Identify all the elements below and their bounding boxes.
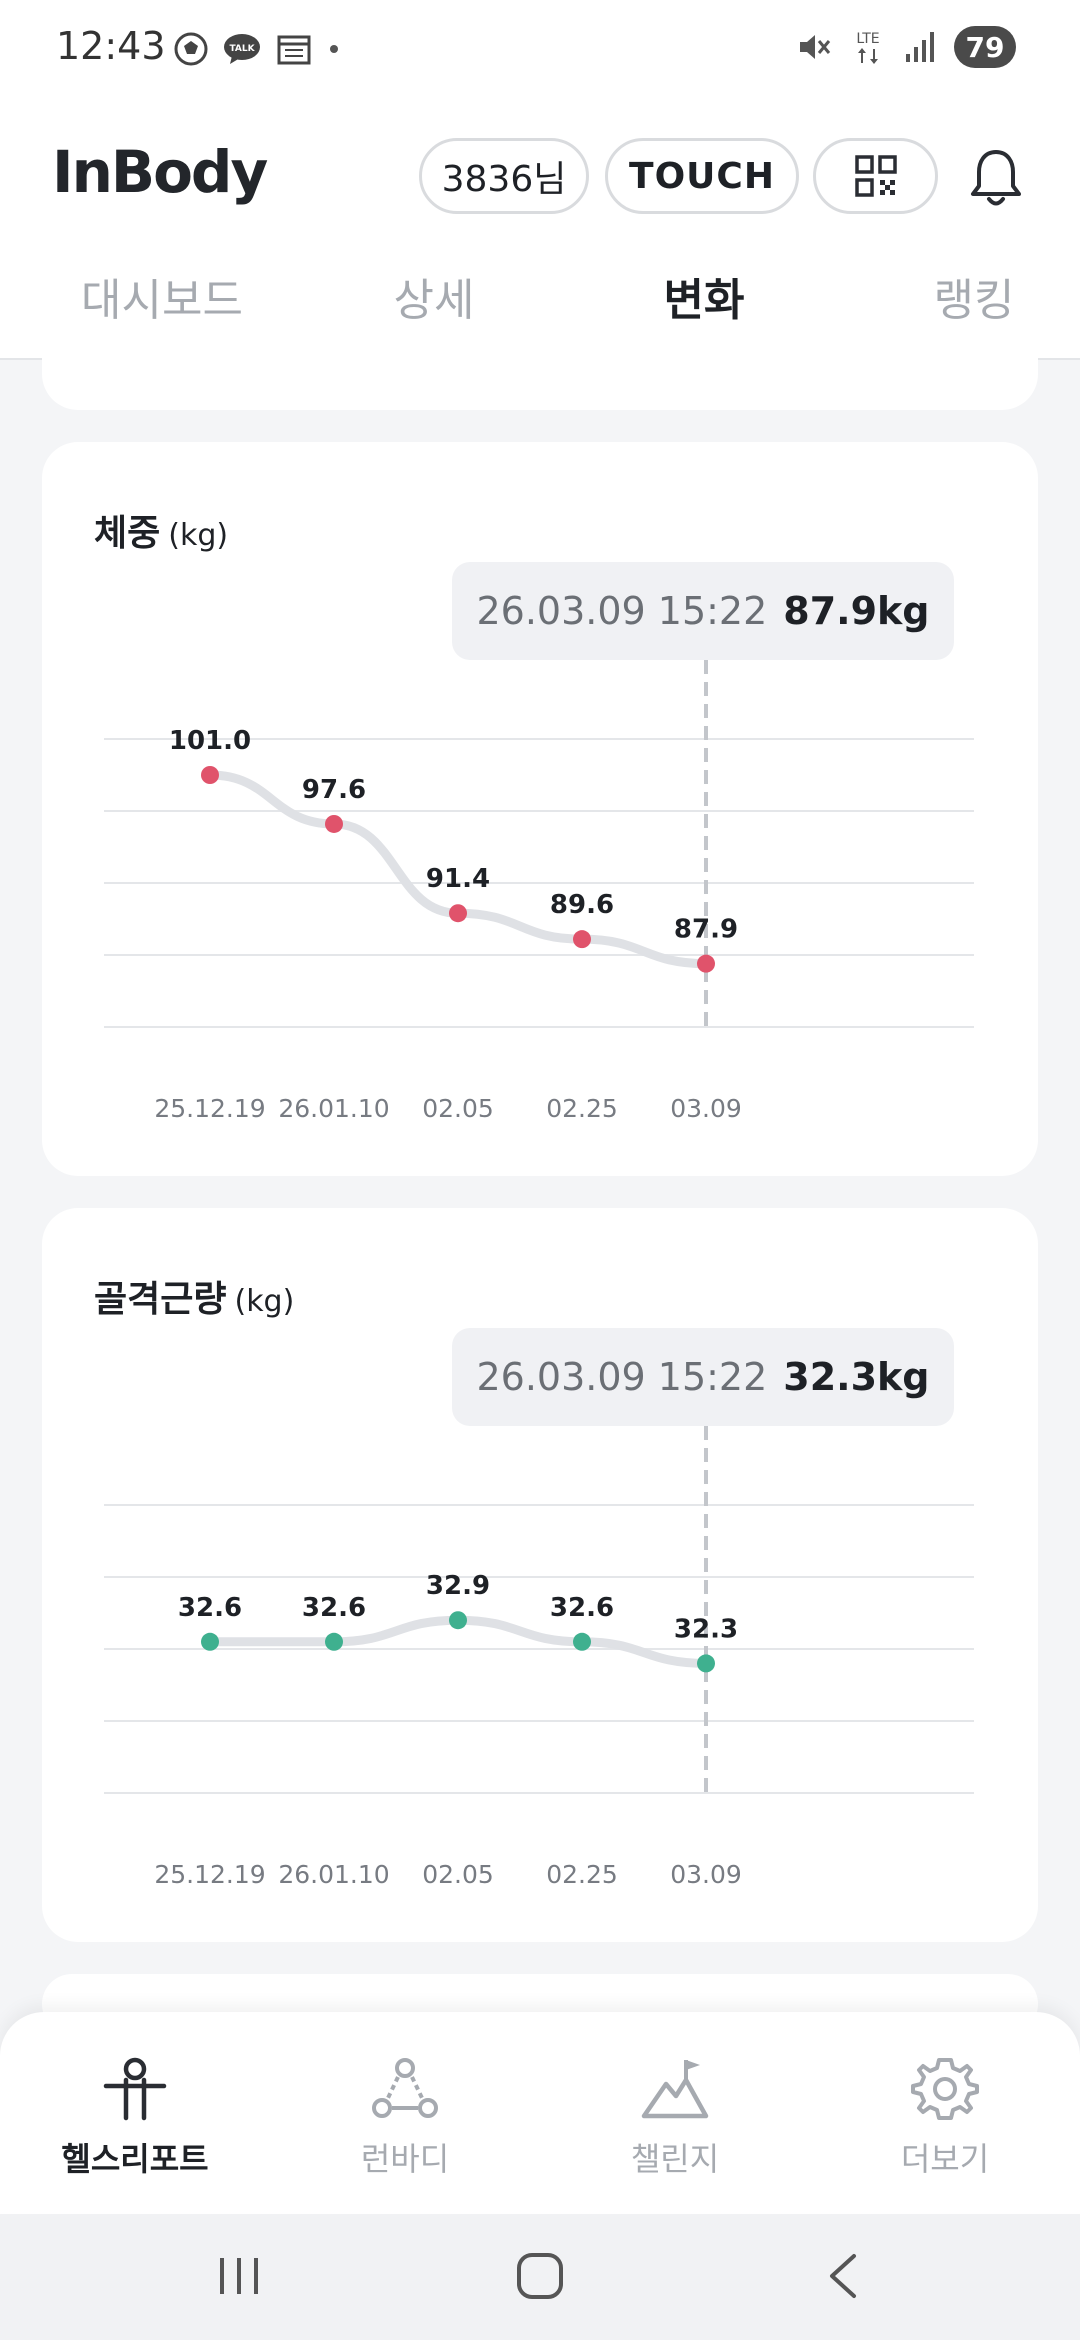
user-button[interactable]: 3836님 xyxy=(419,138,589,214)
tooltip-date: 26.03.09 15:22 xyxy=(476,589,768,633)
previous-card xyxy=(42,330,1038,410)
bell-icon[interactable] xyxy=(966,146,1026,210)
app-header: InBody 3836님 TOUCH xyxy=(0,100,1080,250)
tooltip-value: 87.9kg xyxy=(783,589,930,633)
lte-text: LTE xyxy=(856,31,879,47)
skeletal-muscle-chart[interactable]: 32.6 25.12.19 32.6 26.01.10 32.9 02.05 32.6 02.… xyxy=(42,1208,1038,1942)
data-point[interactable] xyxy=(201,1632,219,1651)
data-point[interactable] xyxy=(449,904,467,923)
chart-tooltip: 26.03.09 15:22 32.3kg xyxy=(452,1328,954,1426)
x-tick-label: 02.25 xyxy=(546,1094,618,1123)
tab-detail[interactable]: 상세 xyxy=(393,275,475,326)
card-title-text: 골격근량 xyxy=(94,1279,227,1320)
x-tick-label: 02.05 xyxy=(422,1860,494,1889)
inbody-logo: InBody xyxy=(52,138,268,206)
nav-runbody[interactable]: 런바디 xyxy=(295,2056,515,2180)
card-title-unit: (kg) xyxy=(168,518,229,553)
card-title: 골격근량 (kg) xyxy=(94,1270,294,1322)
tab-ranking[interactable]: 랭킹 xyxy=(933,275,1015,326)
x-tick-label: 03.09 xyxy=(670,1094,742,1123)
tab-change[interactable]: 변화 xyxy=(663,275,745,326)
x-tick-label: 03.09 xyxy=(670,1860,742,1889)
data-point[interactable] xyxy=(325,814,343,833)
weight-card[interactable]: 체중 (kg) 26.03.09 15:22 87.9kg 101.0 25.12.… xyxy=(42,442,1038,1176)
battery-indicator: 79 xyxy=(954,26,1016,68)
x-tick-label: 02.25 xyxy=(546,1860,618,1889)
nav-more[interactable]: 더보기 xyxy=(835,2056,1055,2180)
system-navigation-bar xyxy=(0,2214,1080,2340)
mountain-flag-icon xyxy=(641,2060,709,2119)
nav-challenge[interactable]: 챌린지 xyxy=(565,2056,785,2180)
card-title-text: 체중 xyxy=(94,513,161,554)
skeletal-muscle-card[interactable]: 골격근량 (kg) 26.03.09 15:22 32.3kg 32.6 25.12… xyxy=(42,1208,1038,1942)
status-system-icons: LTE 79 xyxy=(796,26,1016,68)
qr-code-icon xyxy=(854,155,897,197)
card-title-unit: (kg) xyxy=(234,1284,295,1319)
data-label: 87.9 xyxy=(674,915,738,945)
soccer-ball-icon xyxy=(174,32,208,66)
svg-text:TALK: TALK xyxy=(229,44,255,54)
x-tick-label: 26.01.10 xyxy=(278,1094,389,1123)
data-point[interactable] xyxy=(449,1611,467,1630)
touch-button[interactable]: TOUCH xyxy=(605,138,799,214)
data-point[interactable] xyxy=(201,766,219,784)
signal-icon xyxy=(906,32,934,62)
mute-icon xyxy=(800,35,831,59)
bottom-navigation: 헬스리포트 런바디 챌린지 더보기 xyxy=(0,2012,1080,2214)
x-tick-label: 02.05 xyxy=(422,1094,494,1123)
data-label: 32.6 xyxy=(178,1593,242,1623)
gear-icon xyxy=(911,2058,979,2120)
data-label: 89.6 xyxy=(550,890,614,920)
chart-tooltip: 26.03.09 15:22 87.9kg xyxy=(452,562,954,660)
card-title: 체중 (kg) xyxy=(94,504,228,556)
qr-code-button[interactable] xyxy=(813,138,938,214)
x-tick-label: 25.12.19 xyxy=(154,1094,265,1123)
nav-label: 런바디 xyxy=(360,2140,450,2178)
nav-label: 헬스리포트 xyxy=(61,2140,209,2178)
data-point[interactable] xyxy=(573,1632,591,1651)
nav-label: 챌린지 xyxy=(630,2140,720,2178)
recent-apps-icon[interactable] xyxy=(214,2250,264,2302)
data-label: 97.6 xyxy=(302,775,366,805)
data-label: 32.9 xyxy=(426,1571,490,1601)
x-tick-label: 25.12.19 xyxy=(154,1860,265,1889)
status-bar: 12:43 TALK LTE xyxy=(0,0,1080,100)
tooltip-value: 32.3kg xyxy=(783,1355,930,1399)
data-point[interactable] xyxy=(325,1632,343,1651)
weight-chart[interactable]: 101.0 25.12.19 97.6 26.01.10 91.4 02.05 89.6 02… xyxy=(42,442,1038,1176)
more-notifications-dot-icon xyxy=(330,45,338,53)
status-notification-icons: TALK xyxy=(174,32,342,66)
data-label: 91.4 xyxy=(426,864,490,894)
talk-icon: TALK xyxy=(224,34,260,64)
tooltip-date: 26.03.09 15:22 xyxy=(476,1355,768,1399)
data-label: 101.0 xyxy=(169,726,251,756)
back-icon[interactable] xyxy=(820,2250,866,2302)
status-time: 12:43 xyxy=(56,24,166,68)
data-point[interactable] xyxy=(697,1654,715,1673)
nav-health-report[interactable]: 헬스리포트 xyxy=(25,2056,245,2180)
data-label: 32.6 xyxy=(550,1593,614,1623)
calendar-icon xyxy=(277,35,311,65)
data-point[interactable] xyxy=(573,930,591,949)
lte-icon: LTE xyxy=(856,31,880,64)
person-icon xyxy=(103,2057,167,2121)
data-label: 32.6 xyxy=(302,1593,366,1623)
nav-label: 더보기 xyxy=(900,2140,990,2178)
home-icon[interactable] xyxy=(514,2250,566,2302)
runbody-icon xyxy=(372,2058,438,2118)
data-label: 32.3 xyxy=(674,1614,738,1644)
x-tick-label: 26.01.10 xyxy=(278,1860,389,1889)
data-point[interactable] xyxy=(697,954,715,973)
tab-dashboard[interactable]: 대시보드 xyxy=(81,275,243,326)
